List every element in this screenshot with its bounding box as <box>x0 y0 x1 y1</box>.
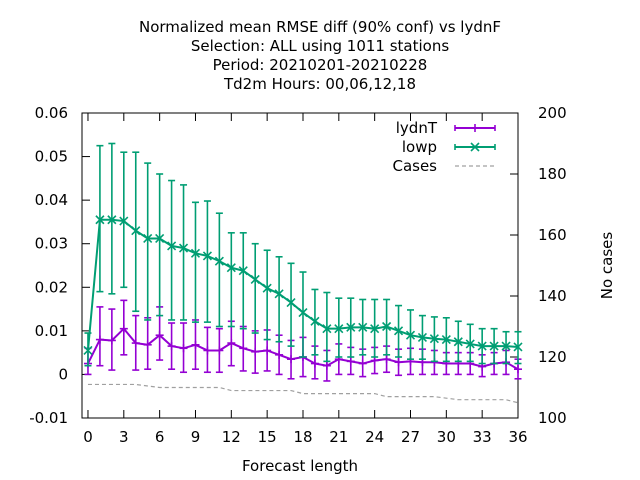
x-tick-label: 33 <box>473 428 492 446</box>
legend-label-lowp: lowp <box>402 138 437 156</box>
x-tick-label: 9 <box>191 428 201 446</box>
x-tick-label: 24 <box>365 428 384 446</box>
legend-marker-lowp-b <box>470 142 480 152</box>
x-tick-label: 18 <box>293 428 312 446</box>
point-lowp-b <box>441 335 451 345</box>
point-lowp-b <box>417 332 428 342</box>
y2-tick-label: 160 <box>538 226 567 244</box>
chart-title-line-4: Td2m Hours: 00,06,12,18 <box>223 75 416 93</box>
point-lowp-b <box>322 324 332 334</box>
point-lowp-b <box>286 297 296 308</box>
point-lowp-b <box>370 324 380 334</box>
point-lowp-b <box>274 289 284 299</box>
point-lowp-b <box>107 215 117 225</box>
point-lowp-b <box>167 241 177 251</box>
x-tick-label: 21 <box>329 428 348 446</box>
point-lowp-b <box>453 337 463 347</box>
point-lowp-b <box>393 326 404 336</box>
x-tick-label: 30 <box>437 428 456 446</box>
y-tick-label: 0.03 <box>35 235 68 253</box>
point-lowp-b <box>429 334 439 344</box>
y2-tick-label: 120 <box>538 348 567 366</box>
plot-frame <box>81 112 519 419</box>
point-lowp-b <box>143 233 153 244</box>
legend-label-cases: Cases <box>392 157 437 175</box>
chart-title-line-2: Selection: ALL using 1011 stations <box>191 37 450 55</box>
point-lowp-b <box>334 324 344 334</box>
point-lowp-b <box>465 339 475 349</box>
point-lowp-b <box>298 307 308 318</box>
point-lowp-b <box>382 321 392 332</box>
point-lowp-b <box>346 322 356 332</box>
y2-tick-label: 200 <box>538 104 567 122</box>
chart-title-line-3: Period: 20210201-20210228 <box>213 56 428 74</box>
point-lowp-b <box>262 283 272 293</box>
point-lowp-b <box>310 316 320 326</box>
y-tick-label: 0.02 <box>35 278 68 296</box>
y2-tick-label: 100 <box>538 409 567 427</box>
y-tick-label: -0.01 <box>29 409 68 427</box>
point-lowp-b <box>155 233 165 244</box>
point-lowp-b <box>190 248 201 258</box>
point-lowp-b <box>405 330 416 340</box>
point-lowp-b <box>477 341 487 351</box>
point-lowp-b <box>202 251 212 261</box>
point-lowp-b <box>119 216 129 226</box>
y2-tick-label: 180 <box>538 165 567 183</box>
legend-label-lydnt: lydnT <box>396 119 438 137</box>
x-tick-label: 27 <box>401 428 420 446</box>
point-lowp-b <box>178 243 189 253</box>
y2-tick-label: 140 <box>538 287 567 305</box>
point-lowp-b <box>214 256 224 266</box>
point-lowp-b <box>226 263 236 273</box>
point-lowp-b <box>501 341 511 351</box>
point-lowp-b <box>489 341 499 351</box>
x-tick-label: 0 <box>83 428 93 446</box>
series-line-cases <box>87 383 519 404</box>
y-tick-label: 0 <box>58 365 68 383</box>
point-lowp-b <box>83 345 93 356</box>
point-lowp-b <box>250 274 260 285</box>
point-lowp-b <box>358 322 368 332</box>
x-tick-label: 12 <box>222 428 241 446</box>
x-tick-label: 36 <box>508 428 527 446</box>
chart-title-line-1: Normalized mean RMSE diff (90% conf) vs … <box>139 18 501 36</box>
y2-axis-label: No cases <box>598 232 616 300</box>
point-lowp-b <box>131 226 141 236</box>
x-tick-label: 3 <box>119 428 129 446</box>
y-tick-label: 0.01 <box>35 322 68 340</box>
x-axis-label: Forecast length <box>242 457 358 475</box>
y-tick-label: 0.05 <box>35 148 68 166</box>
y-tick-label: 0.04 <box>35 191 68 209</box>
point-lowp-b <box>238 266 248 276</box>
x-tick-label: 6 <box>155 428 165 446</box>
point-lowp-b <box>95 215 105 225</box>
y-tick-label: 0.06 <box>35 104 68 122</box>
x-tick-label: 15 <box>258 428 277 446</box>
point-lowp-b <box>513 342 523 352</box>
